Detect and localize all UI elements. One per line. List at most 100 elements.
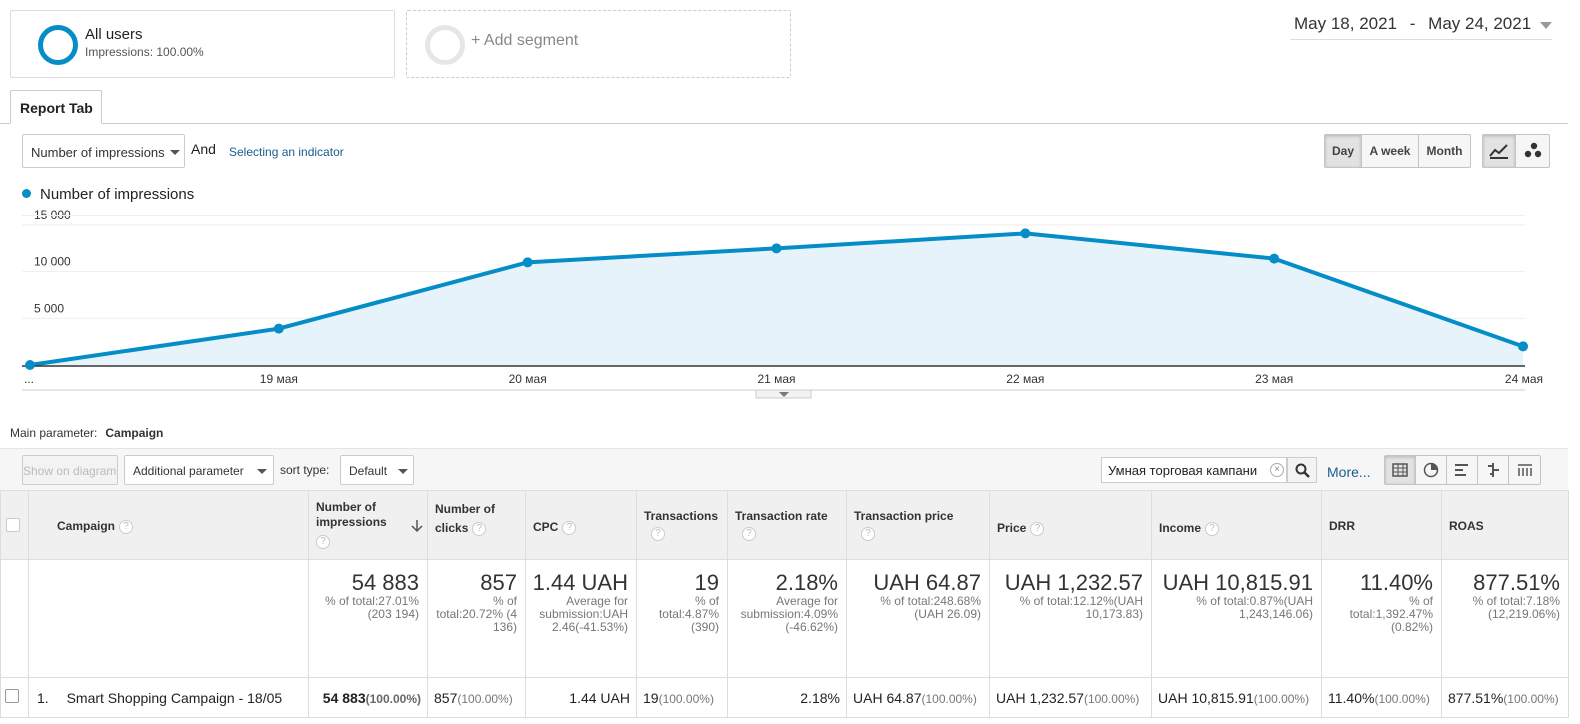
header-income[interactable]: Income?	[1151, 490, 1322, 560]
select-all-checkbox[interactable]	[6, 518, 20, 532]
header-transaction-rate[interactable]: Transaction rate?	[727, 490, 847, 560]
period-day-button[interactable]: Day	[1325, 135, 1362, 167]
show-on-diagram-button[interactable]: Show on diagram	[22, 455, 118, 485]
segment-all-users[interactable]: All users Impressions: 100.00%	[10, 10, 395, 78]
search-input-value: Умная торговая кампани	[1108, 463, 1258, 478]
header-drr-label: DRR	[1329, 519, 1355, 533]
help-icon[interactable]: ?	[861, 527, 875, 541]
search-button[interactable]	[1287, 457, 1317, 483]
help-icon[interactable]: ?	[562, 520, 577, 535]
date-end: May 24, 2021	[1428, 14, 1532, 33]
additional-parameter-dropdown[interactable]: Additional parameter	[124, 455, 274, 485]
total-note: % of total:7.18% (12,219.06%)	[1472, 594, 1560, 621]
cell-value: 54 883	[322, 689, 366, 706]
data-point	[273, 323, 284, 334]
header-campaign[interactable]: Campaign?	[28, 490, 309, 560]
total-note: % of total:248.68% (UAH 26.09)	[880, 594, 981, 621]
performance-view-button[interactable]	[1447, 456, 1478, 484]
metric-cell: 54 883(100.00%)	[308, 677, 428, 718]
motion-chart-button[interactable]	[1516, 135, 1549, 167]
pie-view-button[interactable]	[1416, 456, 1447, 484]
line-chart-button[interactable]	[1483, 135, 1516, 167]
view-toggle	[1384, 455, 1541, 485]
total-value: 19	[694, 570, 719, 595]
campaign-link[interactable]: Smart Shopping Campaign - 18/05	[66, 689, 283, 706]
sort-type-dropdown[interactable]: Default	[340, 455, 414, 485]
campaign-cell: 1. Smart Shopping Campaign - 18/05	[28, 677, 309, 718]
header-cpc-label: CPC	[533, 520, 559, 534]
series-area	[30, 233, 1523, 365]
bubble-chart-icon	[1524, 142, 1541, 158]
and-label: And	[191, 141, 216, 157]
pivot-view-button[interactable]	[1509, 456, 1540, 484]
chevron-down-icon	[257, 469, 267, 474]
help-icon[interactable]: ?	[651, 527, 665, 541]
header-price[interactable]: Price?	[989, 490, 1152, 560]
x-tick-label: 21 мая	[757, 372, 795, 386]
segment-name: All users	[85, 26, 143, 43]
help-icon[interactable]: ?	[472, 521, 487, 536]
total-cell: 857% of total:20.72% (4 136)	[427, 559, 526, 678]
comparison-view-button[interactable]	[1478, 456, 1509, 484]
sort-type-label: sort type:	[280, 463, 330, 477]
total-value: UAH 10,815.91	[1162, 570, 1313, 595]
header-cpc[interactable]: CPC?	[525, 490, 637, 560]
total-value: 54 883	[351, 570, 419, 595]
date-separator: -	[1409, 14, 1416, 33]
select-indicator-link[interactable]: Selecting an indicator	[229, 145, 344, 159]
header-impressions[interactable]: Number of impressions?	[308, 490, 428, 560]
legend-dot-icon	[22, 189, 31, 198]
line-chart-icon	[1489, 144, 1508, 159]
header-transaction-price-label: Transaction price	[854, 509, 954, 523]
header-transaction-rate-label: Transaction rate	[735, 509, 828, 523]
tab-report[interactable]: Report Tab	[10, 90, 102, 124]
date-range-picker[interactable]: May 18, 2021 - May 24, 2021	[1290, 10, 1552, 40]
data-point	[25, 360, 35, 370]
total-value: 877.51%	[1473, 570, 1560, 595]
header-transaction-price[interactable]: Transaction price?	[846, 490, 990, 560]
cell-value: 11.40%	[1328, 689, 1375, 706]
header-transactions[interactable]: Transactions?	[636, 490, 728, 560]
add-segment-label: + Add segment	[471, 32, 579, 49]
more-link[interactable]: More...	[1327, 464, 1371, 480]
total-note: % of total:20.72% (4 136)	[436, 594, 517, 634]
period-month-button[interactable]: Month	[1426, 144, 1463, 158]
main-parameter-value[interactable]: Campaign	[105, 426, 164, 440]
help-icon[interactable]: ?	[1030, 521, 1045, 536]
show-on-diagram-label: Show on diagram	[23, 464, 117, 478]
metric-dropdown-label: Number of impressions	[31, 145, 165, 160]
header-clicks[interactable]: Number of clicks?	[427, 490, 526, 560]
header-roas[interactable]: ROAS	[1441, 490, 1569, 560]
segment-placeholder-icon	[425, 25, 465, 65]
tab-divider	[0, 123, 1568, 124]
period-week-button[interactable]: A week	[1362, 135, 1419, 167]
help-icon[interactable]: ?	[1205, 521, 1220, 536]
header-price-label: Price	[997, 521, 1027, 535]
data-point	[522, 257, 533, 268]
total-note: % of total:4.87% (390)	[658, 594, 719, 634]
chevron-down-icon	[398, 469, 408, 474]
search-input[interactable]: Умная торговая кампани ×	[1101, 457, 1287, 483]
header-drr[interactable]: DRR	[1321, 490, 1442, 560]
total-note: % of total:0.87%(UAH 1,243,146.06)	[1196, 594, 1313, 621]
x-tick-label: ...	[24, 372, 34, 386]
metric-dropdown[interactable]: Number of impressions	[22, 134, 185, 168]
metric-cell: UAH 1,232.57(100.00%)	[989, 677, 1152, 718]
cell-value: UAH 1,232.57	[996, 689, 1084, 706]
legend-label: Number of impressions	[40, 186, 195, 203]
clear-icon[interactable]: ×	[1270, 463, 1284, 477]
add-segment-button[interactable]: + Add segment	[406, 10, 791, 78]
total-value: UAH 64.87	[873, 570, 981, 595]
metric-cell: 2.18%	[727, 677, 847, 718]
help-icon[interactable]: ?	[119, 519, 134, 534]
x-tick-label: 19 мая	[260, 372, 298, 386]
metric-cell: 877.51%(100.00%)	[1441, 677, 1569, 718]
row-checkbox[interactable]	[5, 689, 19, 703]
row-index: 1.	[37, 689, 49, 706]
totals-empty-cell	[0, 559, 29, 678]
cell-value: UAH 64.87	[853, 689, 922, 706]
table-view-button[interactable]	[1385, 456, 1416, 484]
help-icon[interactable]: ?	[742, 527, 756, 541]
help-icon[interactable]: ?	[316, 535, 330, 549]
sort-type-value: Default	[349, 464, 388, 478]
